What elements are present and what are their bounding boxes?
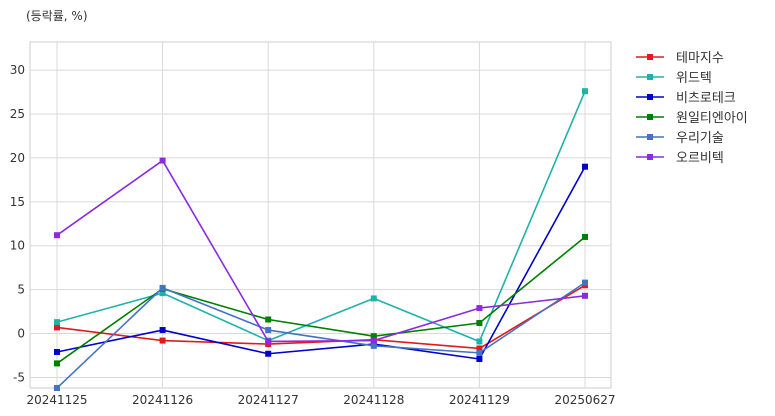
legend-marker — [647, 154, 653, 160]
series-group — [54, 279, 588, 391]
data-point — [582, 88, 588, 95]
x-tick-label: 20241127 — [238, 393, 299, 407]
series-line — [56, 166, 586, 360]
y-tick-label: 0 — [17, 327, 25, 341]
series-line — [56, 281, 586, 389]
legend-label: 우리기술 — [676, 131, 724, 146]
y-tick-label: 10 — [10, 239, 25, 253]
legend-label: 원일티엔아이 — [676, 111, 748, 126]
legend-marker — [647, 94, 653, 100]
data-point — [54, 232, 60, 239]
data-point — [159, 337, 166, 344]
x-tick-label: 20241125 — [26, 393, 87, 407]
legend-marker — [647, 74, 653, 80]
y-tick-label: 30 — [10, 63, 25, 77]
y-tick-label: 25 — [10, 107, 25, 121]
data-point — [370, 337, 377, 344]
data-point — [582, 292, 588, 299]
data-point — [476, 345, 483, 352]
unit-label: (등락률, %) — [26, 9, 88, 23]
data-point — [476, 320, 483, 327]
legend-label: 오르비텍 — [676, 151, 724, 166]
data-point — [159, 284, 166, 291]
legend-item: 원일티엔아이 — [636, 111, 748, 126]
legend-marker — [647, 114, 653, 120]
plot-frame — [29, 41, 612, 389]
data-point — [476, 305, 483, 312]
legend-item: 우리기술 — [636, 131, 724, 146]
legend-marker — [647, 134, 653, 140]
data-point — [265, 338, 272, 345]
legend-item: 위드텍 — [636, 71, 712, 86]
data-point — [370, 333, 377, 340]
y-tick-label: 15 — [10, 195, 25, 209]
series-line — [56, 90, 586, 343]
x-tick-label: 20241126 — [132, 393, 193, 407]
x-tick-label: 20241129 — [449, 393, 510, 407]
legend-label: 테마지수 — [676, 51, 724, 66]
data-point — [54, 385, 60, 391]
grid-layer — [29, 41, 612, 389]
data-point — [370, 342, 377, 349]
legend-label: 위드텍 — [676, 71, 712, 86]
legend-item: 오르비텍 — [636, 151, 724, 166]
data-point — [265, 316, 272, 323]
data-point — [54, 319, 60, 326]
series-layer — [54, 88, 588, 391]
legend-marker — [647, 54, 653, 60]
x-tick-label: 20250627 — [554, 393, 615, 407]
series-line — [56, 236, 586, 365]
data-point — [370, 295, 377, 302]
legend-item: 테마지수 — [636, 51, 724, 66]
series-line — [56, 159, 586, 343]
data-point — [265, 350, 272, 357]
axis-layer: 20241125 20241126 20241127 20241128 20241129… — [10, 63, 616, 407]
series-line — [56, 284, 586, 350]
data-point — [476, 338, 483, 345]
y-tick-label: 20 — [10, 151, 25, 165]
data-point — [265, 327, 272, 334]
legend-label: 비츠로테크 — [676, 91, 736, 106]
data-point — [54, 348, 60, 355]
legend-item: 비츠로테크 — [636, 91, 736, 106]
y-tick-label: -5 — [13, 370, 25, 384]
data-point — [54, 324, 60, 331]
series-group — [54, 157, 588, 345]
data-point — [476, 349, 483, 356]
data-point — [582, 279, 588, 286]
x-tick-label: 20241128 — [343, 393, 404, 407]
data-point — [159, 327, 166, 334]
data-point — [476, 356, 483, 363]
data-point — [54, 360, 60, 367]
data-point — [159, 290, 166, 297]
data-point — [159, 157, 166, 164]
data-point — [582, 233, 588, 240]
y-tick-label: 5 — [17, 283, 25, 297]
data-point — [582, 163, 588, 170]
